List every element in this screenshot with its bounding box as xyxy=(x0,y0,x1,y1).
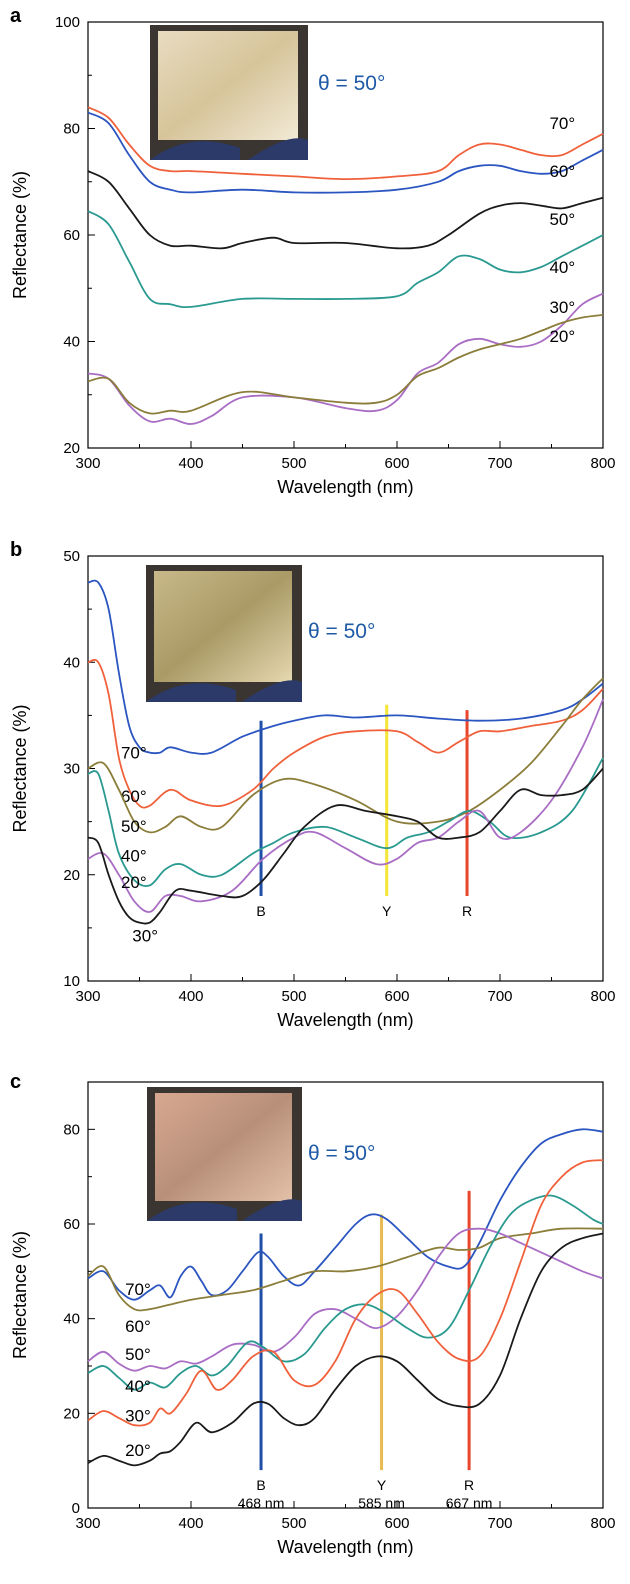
series-line-30 xyxy=(87,292,604,425)
theta-label: θ = 50° xyxy=(318,72,385,95)
x-tick-label: 300 xyxy=(75,1515,100,1532)
marker-label-r: R xyxy=(462,903,472,919)
x-tick-label: 400 xyxy=(178,455,203,472)
series-line-40 xyxy=(87,757,604,887)
x-axis-title: Wavelength (nm) xyxy=(277,477,413,497)
series-line-20 xyxy=(87,314,604,415)
y-tick-label: 100 xyxy=(55,14,80,31)
y-tick-label: 20 xyxy=(63,867,80,884)
series-label-70: 70° xyxy=(125,1280,151,1299)
y-tick-label: 80 xyxy=(63,121,80,138)
sample-photo-inset xyxy=(147,1087,302,1221)
series-line-50 xyxy=(87,1227,604,1372)
series-label-50: 50° xyxy=(125,1345,151,1364)
marker-sublabel-y: 585 nm xyxy=(358,1495,405,1511)
y-axis-title: Reflectance (%) xyxy=(10,1231,30,1359)
series-line-40 xyxy=(87,210,604,308)
series-line-50 xyxy=(87,170,604,250)
y-tick-label: 30 xyxy=(63,761,80,778)
marker-label-b: B xyxy=(256,1477,265,1493)
series-line-20 xyxy=(87,1232,604,1467)
y-tick-label: 40 xyxy=(63,654,80,671)
series-line-60 xyxy=(87,111,604,194)
panel-letter-c: c xyxy=(10,1071,21,1093)
series-label-20: 20° xyxy=(121,873,147,892)
theta-label: θ = 50° xyxy=(308,1142,375,1165)
series-label-50: 50° xyxy=(121,817,147,836)
y-axis-title: Reflectance (%) xyxy=(10,171,30,299)
series-line-30 xyxy=(87,767,604,925)
series-label-60: 60° xyxy=(549,162,575,181)
y-axis-title: Reflectance (%) xyxy=(10,704,30,832)
theta-label: θ = 50° xyxy=(308,620,375,643)
series-line-60 xyxy=(87,659,604,809)
y-tick-label: 60 xyxy=(63,227,80,244)
x-tick-label: 700 xyxy=(487,1515,512,1532)
marker-label-r: R xyxy=(464,1477,474,1493)
x-tick-label: 300 xyxy=(75,988,100,1005)
series-label-40: 40° xyxy=(121,847,147,866)
series-label-30: 30° xyxy=(132,926,158,945)
x-tick-label: 700 xyxy=(487,455,512,472)
chart-panel-b: b 300 400 500 600 700 800 10 20 30 40 50 Wavelength … xyxy=(10,539,616,1030)
series-line-70 xyxy=(87,1128,604,1301)
x-tick-label: 400 xyxy=(178,1515,203,1532)
x-tick-label: 500 xyxy=(281,1515,306,1532)
series-label-20: 20° xyxy=(125,1441,151,1460)
x-tick-label: 800 xyxy=(590,988,615,1005)
x-tick-label: 600 xyxy=(384,1515,409,1532)
y-tick-label: 40 xyxy=(63,1311,80,1328)
series-label-40: 40° xyxy=(549,258,575,277)
y-tick-label: 0 xyxy=(72,1500,80,1517)
y-tick-label: 20 xyxy=(63,440,80,457)
x-tick-label: 800 xyxy=(590,1515,615,1532)
marker-sublabel-b: 468 nm xyxy=(238,1495,285,1511)
y-tick-label: 40 xyxy=(63,334,80,351)
y-tick-label: 80 xyxy=(63,1121,80,1138)
y-tick-label: 10 xyxy=(63,973,80,990)
series-line-70 xyxy=(87,579,604,755)
x-axis-title: Wavelength (nm) xyxy=(277,1537,413,1557)
sample-photo-inset xyxy=(150,25,308,160)
x-tick-label: 600 xyxy=(384,455,409,472)
series-line-20 xyxy=(87,699,604,913)
series-label-30: 30° xyxy=(125,1407,151,1426)
marker-label-b: B xyxy=(256,903,265,919)
series-label-40: 40° xyxy=(125,1377,151,1396)
panel-letter-a: a xyxy=(10,5,22,27)
series-line-40 xyxy=(87,1194,604,1391)
y-tick-label: 50 xyxy=(63,548,80,565)
panel-letter-b: b xyxy=(10,539,22,561)
x-tick-label: 300 xyxy=(75,455,100,472)
y-tick-label: 60 xyxy=(63,1216,80,1233)
marker-sublabel-r: 667 nm xyxy=(446,1495,493,1511)
chart-panel-c: c 300 400 500 600 700 800 0 20 40 60 80 Wavelength (… xyxy=(10,1071,616,1557)
series-line-50 xyxy=(87,677,604,834)
x-tick-label: 800 xyxy=(590,455,615,472)
x-tick-label: 500 xyxy=(281,988,306,1005)
y-tick-label: 20 xyxy=(63,1405,80,1422)
x-tick-label: 600 xyxy=(384,988,409,1005)
x-tick-label: 700 xyxy=(487,988,512,1005)
sample-photo-inset xyxy=(146,565,302,702)
series-label-30: 30° xyxy=(549,298,575,317)
marker-label-y: Y xyxy=(377,1477,387,1493)
series-label-60: 60° xyxy=(125,1317,151,1336)
series-line-30 xyxy=(87,1159,604,1427)
series-label-50: 50° xyxy=(549,210,575,229)
series-line-70 xyxy=(87,106,604,180)
chart-panel-a: a 300 400 500 600 700 800 20 40 60 80 100 Wavelength… xyxy=(10,5,616,497)
series-label-60: 60° xyxy=(121,787,147,806)
x-axis-title: Wavelength (nm) xyxy=(277,1010,413,1030)
series-label-20: 20° xyxy=(549,327,575,346)
marker-label-y: Y xyxy=(382,903,392,919)
series-line-60 xyxy=(87,1227,604,1312)
x-tick-label: 400 xyxy=(178,988,203,1005)
series-label-70: 70° xyxy=(549,114,575,133)
x-tick-label: 500 xyxy=(281,455,306,472)
series-label-70: 70° xyxy=(121,744,147,763)
